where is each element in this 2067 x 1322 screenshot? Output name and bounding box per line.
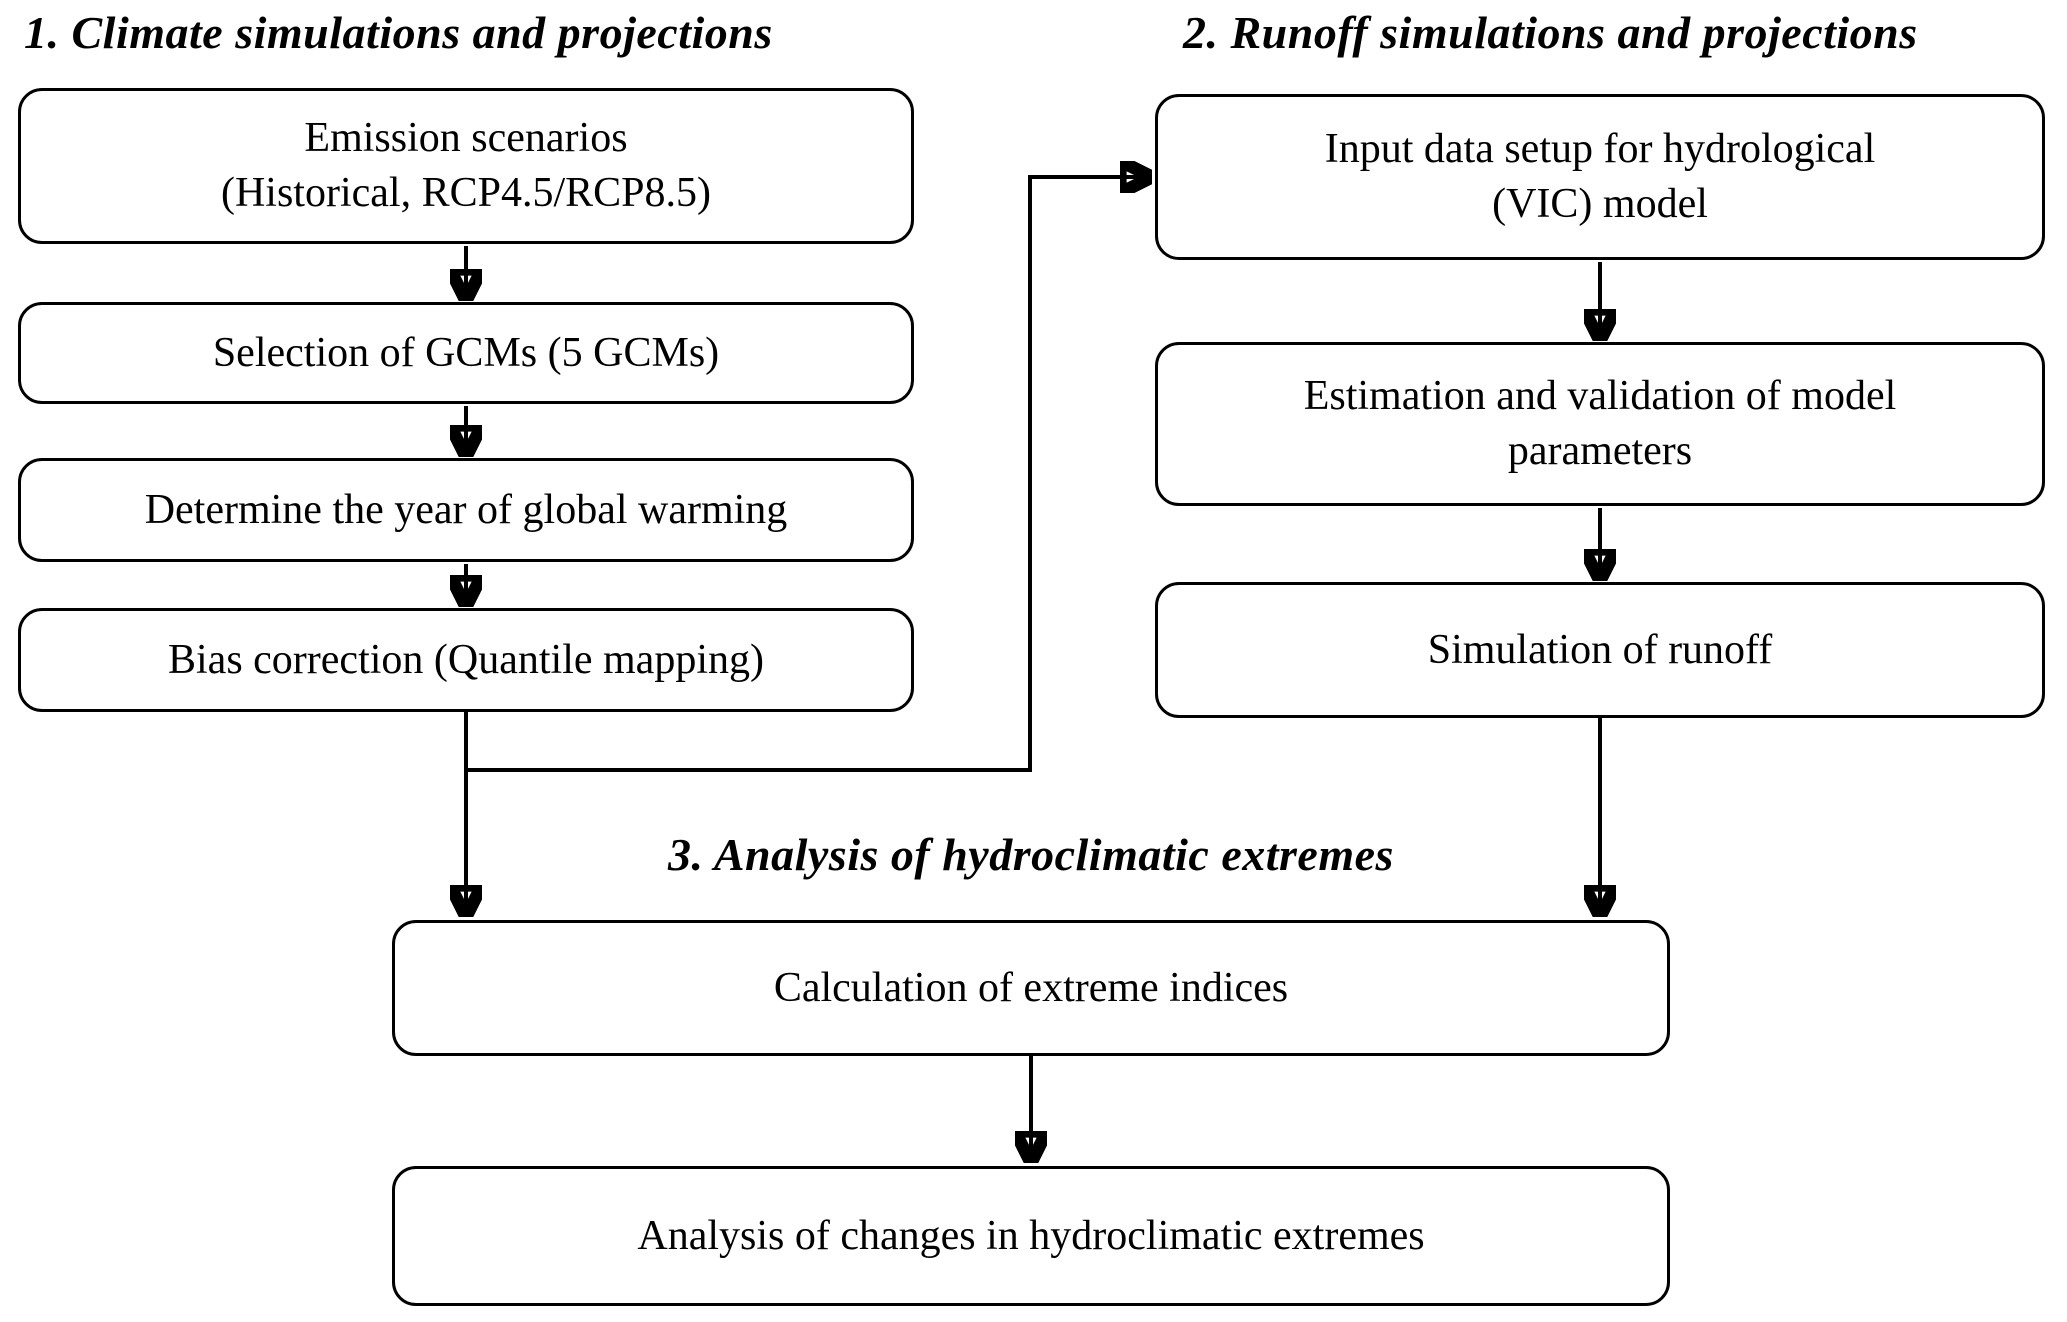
box-selection-gcms: Selection of GCMs (5 GCMs) [18, 302, 914, 404]
box-determine-year-warming: Determine the year of global warming [18, 458, 914, 562]
heading-runoff-simulations: 2. Runoff simulations and projections [1183, 7, 1918, 58]
box-calculation-extreme-indices: Calculation of extreme indices [392, 920, 1670, 1056]
heading-climate-simulations: 1. Climate simulations and projections [24, 7, 773, 58]
heading-analysis-extremes: 3. Analysis of hydroclimatic extremes [668, 829, 1394, 880]
box-input-data-setup: Input data setup for hydrological (VIC) … [1155, 94, 2045, 260]
box-emission-scenarios: Emission scenarios (Historical, RCP4.5/R… [18, 88, 914, 244]
box-bias-correction: Bias correction (Quantile mapping) [18, 608, 914, 712]
box-estimation-validation: Estimation and validation of model param… [1155, 342, 2045, 506]
box-analysis-changes: Analysis of changes in hydroclimatic ext… [392, 1166, 1670, 1306]
box-simulation-runoff: Simulation of runoff [1155, 582, 2045, 718]
